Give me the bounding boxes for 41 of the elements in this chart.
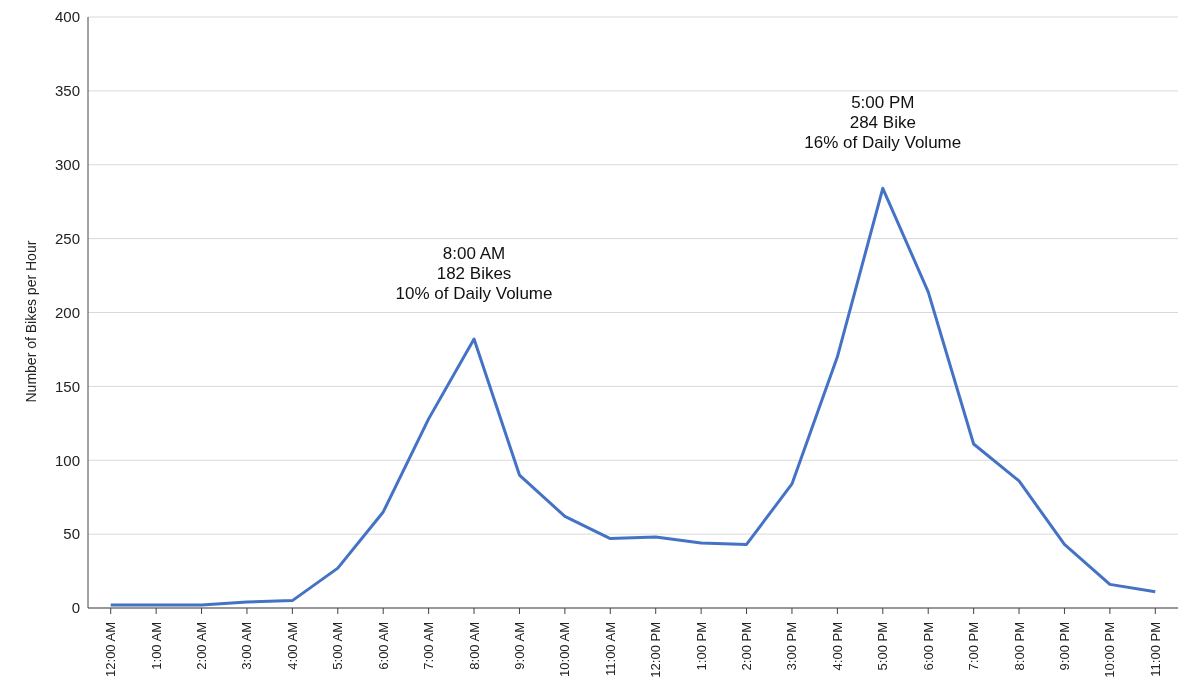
- x-tick-label: 7:00 AM: [421, 622, 437, 670]
- x-tick-label: 10:00 AM: [557, 622, 573, 677]
- y-tick-label: 300: [54, 156, 80, 174]
- x-tick-label: 3:00 AM: [239, 622, 255, 670]
- x-tick-label: 1:00 PM: [693, 622, 709, 671]
- x-tick-label: 12:00 PM: [648, 622, 664, 678]
- x-tick-label: 4:00 PM: [829, 622, 845, 671]
- y-tick-label: 100: [54, 451, 80, 469]
- x-tick-label: 10:00 PM: [1102, 622, 1118, 678]
- y-tick-label: 150: [54, 377, 80, 395]
- annotation: 5:00 PM: [851, 93, 915, 113]
- y-tick-label: 50: [63, 525, 80, 543]
- y-axis-title: Number of Bikes per Hour: [22, 240, 39, 403]
- x-tick-label: 5:00 AM: [330, 622, 346, 670]
- annotation: 16% of Daily Volume: [804, 133, 962, 153]
- x-tick-label: 8:00 PM: [1011, 622, 1027, 671]
- x-tick-label: 8:00 AM: [466, 622, 482, 670]
- annotation: 182 Bikes: [436, 264, 512, 284]
- x-tick-label: 1:00 AM: [148, 622, 164, 670]
- x-tick-label: 9:00 PM: [1056, 622, 1072, 671]
- x-tick-label: 9:00 AM: [511, 622, 527, 670]
- x-tick-label: 12:00 AM: [103, 622, 119, 677]
- annotation: 10% of Daily Volume: [395, 284, 553, 304]
- x-tick-label: 6:00 PM: [920, 622, 936, 671]
- line-series: [109, 186, 1157, 607]
- y-tick-label: 250: [54, 229, 80, 247]
- x-tick-label: 7:00 PM: [966, 622, 982, 671]
- y-tick-label: 350: [54, 82, 80, 100]
- y-tick-label: 200: [54, 303, 80, 321]
- x-tick-label: 6:00 AM: [375, 622, 391, 670]
- y-tick-label: 400: [54, 8, 80, 26]
- x-tick-label: 4:00 AM: [284, 622, 300, 670]
- x-tick-label: 3:00 PM: [784, 622, 800, 671]
- annotation: 284 Bike: [849, 113, 916, 133]
- x-tick-label: 11:00 PM: [1147, 622, 1163, 677]
- x-tick-label: 11:00 AM: [602, 622, 618, 676]
- x-tick-label: 5:00 PM: [875, 622, 891, 671]
- y-tick-label: 0: [71, 599, 80, 617]
- annotation: 8:00 AM: [442, 244, 506, 264]
- x-tick-label: 2:00 PM: [739, 622, 755, 671]
- x-tick-label: 2:00 AM: [194, 622, 210, 670]
